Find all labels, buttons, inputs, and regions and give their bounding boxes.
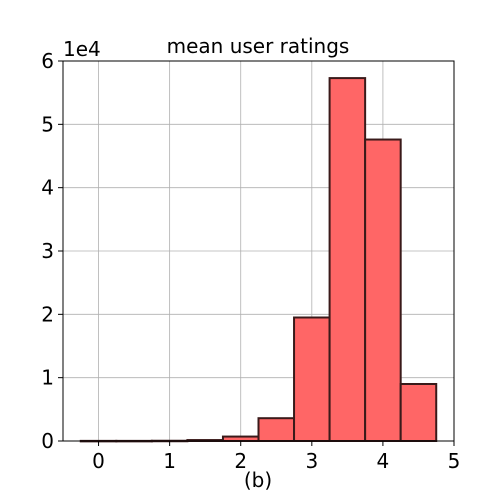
y-tick-label-1: 1 xyxy=(41,366,54,390)
y-tick-label-6: 6 xyxy=(41,49,54,73)
y-tick-label-3: 3 xyxy=(41,239,54,263)
chart-title: mean user ratings xyxy=(167,34,350,58)
x-tick-label-5: 5 xyxy=(448,449,461,473)
y-multiplier-label: 1e4 xyxy=(63,37,101,61)
histogram-bar-5 xyxy=(257,417,296,443)
histogram-bar-9 xyxy=(399,383,438,442)
x-axis-label: (b) xyxy=(244,468,272,492)
y-tick-label-5: 5 xyxy=(41,112,54,136)
y-tick-label-0: 0 xyxy=(41,429,54,453)
x-axis-ticks: 0 1 2 3 4 5 xyxy=(92,441,460,473)
bars xyxy=(79,77,438,443)
histogram-bar-7 xyxy=(328,77,367,442)
y-axis-ticks: 0 1 2 3 4 5 6 xyxy=(41,49,63,453)
histogram-bar-8 xyxy=(364,138,402,443)
x-tick-label-1: 1 xyxy=(163,449,176,473)
x-tick-label-3: 3 xyxy=(305,449,318,473)
x-tick-label-2: 2 xyxy=(234,449,247,473)
y-tick-label-2: 2 xyxy=(41,302,54,326)
y-tick-label-4: 4 xyxy=(41,176,54,200)
x-tick-label-4: 4 xyxy=(377,449,390,473)
histogram-bar-4 xyxy=(221,435,260,443)
histogram-bar-6 xyxy=(293,316,331,442)
x-tick-label-0: 0 xyxy=(92,449,105,473)
